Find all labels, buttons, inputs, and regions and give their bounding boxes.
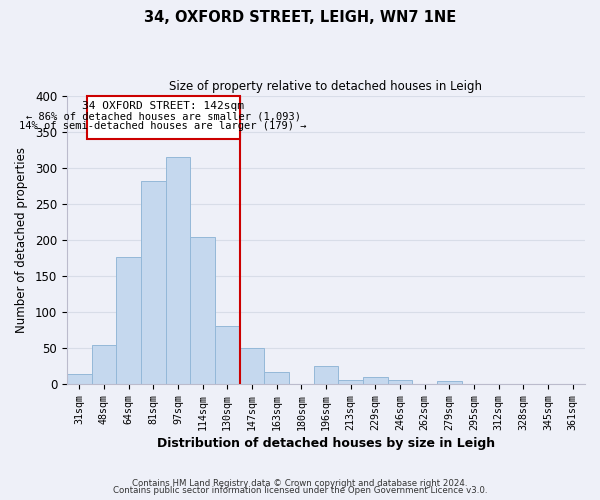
Y-axis label: Number of detached properties: Number of detached properties — [15, 147, 28, 333]
Bar — [166, 157, 190, 384]
Bar — [190, 237, 215, 384]
Bar — [314, 366, 338, 384]
Bar — [363, 377, 388, 384]
Text: 34, OXFORD STREET, LEIGH, WN7 1NE: 34, OXFORD STREET, LEIGH, WN7 1NE — [144, 10, 456, 25]
Bar — [264, 372, 289, 384]
Text: Contains HM Land Registry data © Crown copyright and database right 2024.: Contains HM Land Registry data © Crown c… — [132, 478, 468, 488]
Bar — [116, 256, 141, 384]
Title: Size of property relative to detached houses in Leigh: Size of property relative to detached ho… — [169, 80, 482, 93]
Bar — [239, 348, 264, 385]
Bar — [338, 380, 363, 384]
FancyBboxPatch shape — [86, 96, 239, 139]
Bar — [215, 326, 239, 384]
Text: Contains public sector information licensed under the Open Government Licence v3: Contains public sector information licen… — [113, 486, 487, 495]
Bar — [437, 380, 461, 384]
Bar — [388, 380, 412, 384]
Bar — [141, 182, 166, 384]
Text: ← 86% of detached houses are smaller (1,093): ← 86% of detached houses are smaller (1,… — [26, 112, 301, 122]
Bar — [67, 374, 92, 384]
Text: 14% of semi-detached houses are larger (179) →: 14% of semi-detached houses are larger (… — [19, 121, 307, 131]
Text: 34 OXFORD STREET: 142sqm: 34 OXFORD STREET: 142sqm — [82, 102, 244, 112]
Bar — [92, 346, 116, 385]
X-axis label: Distribution of detached houses by size in Leigh: Distribution of detached houses by size … — [157, 437, 495, 450]
